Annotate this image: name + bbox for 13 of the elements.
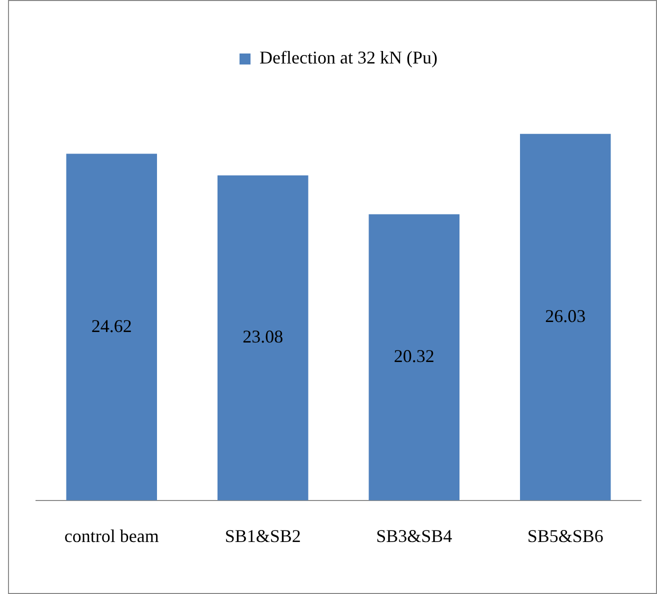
bar — [218, 175, 308, 500]
x-tick-label: SB3&SB4 — [376, 526, 452, 546]
data-label: 20.32 — [394, 346, 434, 366]
data-label: 26.03 — [545, 306, 586, 326]
x-tick-label: SB5&SB6 — [527, 526, 604, 546]
bar — [66, 154, 157, 500]
bar — [520, 134, 611, 500]
x-tick-label: control beam — [64, 526, 159, 546]
data-label: 23.08 — [242, 326, 284, 347]
bar — [368, 214, 460, 500]
legend-label: Deflection at 32 kN (Pu) — [260, 48, 438, 68]
data-label: 24.62 — [91, 316, 132, 336]
x-tick-label: SB1&SB2 — [224, 526, 301, 546]
